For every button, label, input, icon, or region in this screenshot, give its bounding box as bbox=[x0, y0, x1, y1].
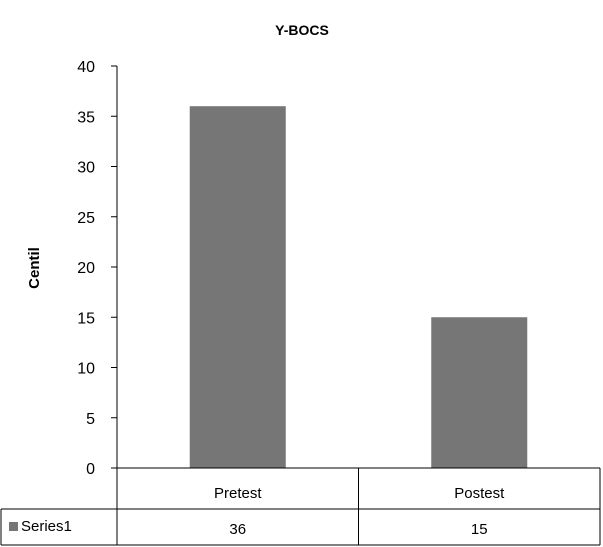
bars bbox=[189, 106, 528, 468]
data-label: 36 bbox=[229, 521, 246, 538]
y-tick-label: 30 bbox=[77, 160, 95, 177]
y-tick-label: 0 bbox=[86, 461, 95, 478]
y-tick-label: 35 bbox=[77, 109, 95, 126]
y-tick-label: 25 bbox=[77, 210, 95, 227]
y-tick-label: 20 bbox=[77, 260, 95, 277]
y-axis-ticks: 0 5 10 15 20 25 30 35 40 bbox=[77, 59, 117, 478]
bar-pretest bbox=[189, 106, 286, 468]
data-label: 15 bbox=[471, 521, 488, 538]
y-tick-label: 10 bbox=[77, 361, 95, 378]
data-table: Pretest Postest 36 15 Series1 bbox=[0, 468, 601, 546]
legend-swatch bbox=[9, 522, 18, 531]
y-tick-label: 40 bbox=[77, 59, 95, 76]
y-axis-label: Centil bbox=[26, 247, 43, 289]
x-category-label: Postest bbox=[454, 485, 505, 502]
y-tick-label: 5 bbox=[86, 411, 95, 428]
x-category-label: Pretest bbox=[214, 485, 262, 502]
y-tick-label: 15 bbox=[77, 310, 95, 327]
bar-postest bbox=[431, 317, 528, 468]
legend-label: Series1 bbox=[21, 518, 72, 535]
chart-title: Y-BOCS bbox=[275, 22, 329, 38]
